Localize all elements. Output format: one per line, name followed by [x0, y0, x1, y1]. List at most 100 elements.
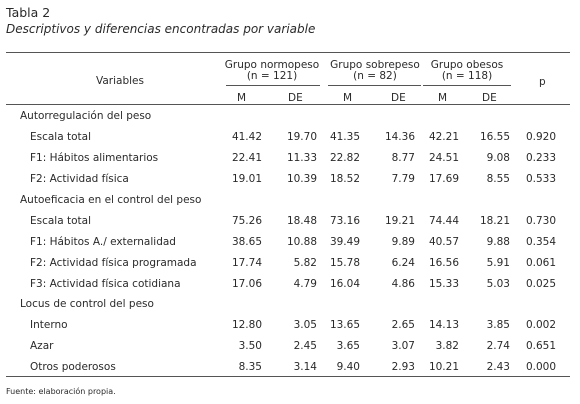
- cell-sd: 5.82: [293, 257, 317, 269]
- cell-sd: 8.55: [486, 173, 510, 185]
- cell-p-value: 0.025: [525, 278, 556, 290]
- cell-sd: 16.55: [479, 131, 510, 143]
- row-label: F1: Hábitos alimentarios: [30, 152, 159, 164]
- row-label: F3: Actividad física cotidiana: [30, 278, 181, 290]
- cell-mean: 13.65: [329, 319, 360, 331]
- cell-sd: 8.77: [391, 152, 415, 164]
- group-rule-normopeso: [226, 85, 320, 86]
- cell-sd: 3.05: [293, 319, 317, 331]
- header-rule: [6, 104, 570, 105]
- header-p: p: [539, 76, 546, 88]
- header-group-obesos: Grupo obesos (n = 118): [417, 59, 517, 82]
- group-n: (n = 121): [246, 70, 298, 83]
- row-label: F2: Actividad física programada: [30, 257, 197, 269]
- table-title: Tabla 2: [6, 5, 51, 20]
- cell-p-value: 0.354: [525, 236, 556, 248]
- header-m-sobrepeso: M: [343, 92, 353, 104]
- row-label: F2: Actividad física: [30, 173, 129, 185]
- cell-sd: 5.03: [486, 278, 510, 290]
- cell-mean: 42.21: [428, 131, 459, 143]
- header-m-obesos: M: [438, 92, 448, 104]
- cell-mean: 12.80: [231, 319, 262, 331]
- header-de-obesos: DE: [482, 92, 497, 104]
- header-de-sobrepeso: DE: [391, 92, 406, 104]
- row-label: Interno: [30, 319, 68, 331]
- cell-sd: 7.79: [391, 173, 415, 185]
- header-variables: Variables: [96, 75, 144, 87]
- group-name: Grupo sobrepeso: [330, 59, 420, 71]
- row-label: Azar: [30, 340, 54, 352]
- cell-p-value: 0.651: [525, 340, 556, 352]
- cell-sd: 4.86: [391, 278, 415, 290]
- row-label: Escala total: [30, 215, 92, 227]
- cell-sd: 19.70: [286, 131, 317, 143]
- cell-p-value: 0.061: [525, 257, 556, 269]
- cell-mean: 39.49: [329, 236, 360, 248]
- cell-mean: 14.13: [428, 319, 459, 331]
- row-label: Otros poderosos: [30, 361, 116, 373]
- cell-sd: 18.48: [286, 215, 317, 227]
- cell-mean: 17.06: [231, 278, 262, 290]
- cell-sd: 19.21: [384, 215, 415, 227]
- cell-mean: 10.21: [428, 361, 459, 373]
- group-name: Grupo normopeso: [224, 59, 320, 71]
- section-label: Autoeficacia en el control del peso: [20, 194, 202, 206]
- cell-mean: 75.26: [231, 215, 262, 227]
- section-label: Autorregulación del peso: [20, 110, 152, 122]
- cell-sd: 18.21: [479, 215, 510, 227]
- table-subtitle: Descriptivos y diferencias encontradas p…: [6, 22, 316, 36]
- cell-mean: 73.16: [329, 215, 360, 227]
- header-de-normopeso: DE: [288, 92, 303, 104]
- cell-mean: 17.74: [231, 257, 262, 269]
- cell-sd: 11.33: [286, 152, 317, 164]
- cell-mean: 74.44: [428, 215, 459, 227]
- cell-mean: 41.35: [329, 131, 360, 143]
- cell-mean: 9.40: [336, 361, 360, 373]
- cell-sd: 2.74: [486, 340, 510, 352]
- cell-mean: 3.65: [336, 340, 360, 352]
- cell-mean: 24.51: [428, 152, 459, 164]
- cell-p-value: 0.000: [525, 361, 556, 373]
- cell-sd: 3.07: [391, 340, 415, 352]
- section-label: Locus de control del peso: [20, 298, 154, 310]
- cell-sd: 10.39: [286, 173, 317, 185]
- bottom-rule: [6, 376, 570, 377]
- cell-sd: 9.89: [391, 236, 415, 248]
- cell-sd: 3.85: [486, 319, 510, 331]
- cell-mean: 38.65: [231, 236, 262, 248]
- cell-mean: 15.33: [428, 278, 459, 290]
- cell-mean: 3.50: [238, 340, 262, 352]
- cell-sd: 2.93: [391, 361, 415, 373]
- cell-mean: 18.52: [329, 173, 360, 185]
- cell-p-value: 0.233: [525, 152, 556, 164]
- cell-sd: 5.91: [486, 257, 510, 269]
- cell-sd: 2.43: [486, 361, 510, 373]
- cell-p-value: 0.002: [525, 319, 556, 331]
- cell-p-value: 0.920: [525, 131, 556, 143]
- group-rule-obesos: [423, 85, 511, 86]
- cell-sd: 4.79: [293, 278, 317, 290]
- cell-sd: 6.24: [391, 257, 415, 269]
- row-label: F1: Hábitos A./ externalidad: [30, 236, 176, 248]
- group-rule-sobrepeso: [328, 85, 421, 86]
- group-n: (n = 82): [353, 70, 397, 83]
- cell-sd: 2.65: [391, 319, 415, 331]
- cell-sd: 10.88: [286, 236, 317, 248]
- cell-mean: 3.82: [435, 340, 459, 352]
- top-rule: [6, 52, 570, 53]
- cell-mean: 22.82: [329, 152, 360, 164]
- cell-mean: 16.04: [329, 278, 360, 290]
- table-footer: Fuente: elaboración propia.: [6, 387, 116, 396]
- cell-sd: 9.08: [486, 152, 510, 164]
- header-group-sobrepeso: Grupo sobrepeso (n = 82): [325, 59, 425, 83]
- cell-sd: 9.88: [486, 236, 510, 248]
- cell-p-value: 0.533: [525, 173, 556, 185]
- header-group-normopeso: Grupo normopeso (n = 121): [222, 59, 322, 83]
- cell-p-value: 0.730: [525, 215, 556, 227]
- cell-mean: 22.41: [231, 152, 262, 164]
- cell-mean: 40.57: [428, 236, 459, 248]
- cell-sd: 3.14: [293, 361, 317, 373]
- header-m-normopeso: M: [237, 92, 247, 104]
- cell-mean: 19.01: [231, 173, 262, 185]
